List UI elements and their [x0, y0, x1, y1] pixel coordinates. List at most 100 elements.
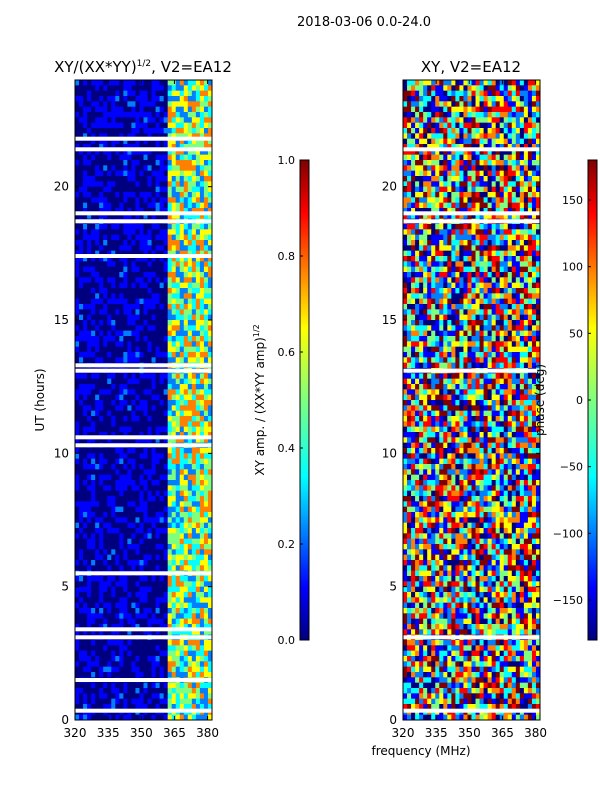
amplitude-heat-cell: [123, 277, 128, 284]
amplitude-heat-cell: [95, 373, 100, 380]
amplitude-heat-cell: [143, 80, 149, 86]
phase-heat-cell: [443, 101, 448, 108]
amplitude-heat-cell: [99, 496, 104, 502]
amplitude-heat-cell: [99, 144, 104, 150]
phase-heat-cell: [403, 181, 408, 188]
amplitude-heat-cell: [135, 85, 140, 92]
amplitude-heat-cell: [199, 309, 205, 316]
amplitude-heat-cell: [127, 384, 132, 390]
phase-heat-cell: [439, 122, 444, 129]
phase-heat-cell: [443, 133, 448, 140]
amplitude-heat-cell: [87, 144, 92, 150]
amplitude-heat-cell: [143, 197, 149, 204]
phase-heat-cell: [411, 192, 416, 198]
amplitude-heat-cell: [75, 170, 80, 177]
phase-heat-cell: [523, 144, 529, 150]
amplitude-heat-cell: [135, 501, 140, 508]
phase-heat-cell: [415, 85, 420, 92]
amplitude-heat-cell: [143, 453, 149, 460]
phase-heat-cell: [503, 96, 509, 102]
amplitude-heat-cell: [163, 490, 169, 497]
amplitude-heat-cell: [199, 432, 205, 438]
amplitude-heat-cell: [167, 224, 173, 230]
amplitude-heat-cell: [207, 277, 212, 284]
amplitude-heat-cell: [95, 618, 100, 625]
amplitude-heat-cell: [167, 192, 173, 198]
amplitude-heat-cell: [131, 101, 136, 108]
phase-heat-cell: [427, 122, 432, 129]
amplitude-heat-cell: [95, 394, 100, 401]
amplitude-heat-cell: [199, 117, 205, 124]
phase-heat-cell: [483, 96, 489, 102]
amplitude-heat-cell: [175, 330, 181, 337]
amplitude-heat-cell: [151, 197, 157, 204]
phase-heat-cell: [427, 101, 432, 108]
phase-heat-cell: [443, 80, 448, 86]
amplitude-heat-cell: [151, 528, 157, 534]
amplitude-heat-cell: [143, 208, 149, 214]
amplitude-heat-cell: [83, 133, 88, 140]
amplitude-heat-cell: [167, 85, 173, 92]
amplitude-heat-cell: [75, 165, 80, 172]
amplitude-heat-cell: [151, 234, 157, 241]
amplitude-heat-cell: [119, 426, 124, 433]
amplitude-heat-cell: [131, 90, 136, 97]
amplitude-heat-cell: [79, 437, 84, 444]
amplitude-heat-cell: [131, 250, 136, 257]
amplitude-heat-cell: [103, 474, 108, 481]
amplitude-heat-cell: [155, 650, 161, 657]
amplitude-xtick-label: 335: [97, 726, 120, 740]
amplitude-heat-cell: [95, 384, 100, 390]
phase-heat-cell: [503, 128, 509, 134]
amplitude-heat-cell: [103, 400, 108, 406]
amplitude-heat-cell: [111, 277, 116, 284]
amplitude-heat-cell: [163, 394, 169, 401]
amplitude-heat-cell: [199, 672, 205, 678]
amplitude-heat-cell: [207, 272, 212, 278]
amplitude-heat-cell: [91, 560, 96, 566]
amplitude-heat-cell: [159, 261, 165, 268]
amplitude-heat-cell: [175, 384, 181, 390]
phase-heat-cell: [423, 117, 428, 124]
phase-heat-cell: [411, 133, 416, 140]
amplitude-heat-cell: [203, 272, 209, 278]
amplitude-heat-cell: [75, 234, 80, 241]
amplitude-heat-cell: [183, 506, 189, 513]
phase-heat-cell: [427, 117, 432, 124]
amplitude-heat-cell: [107, 298, 112, 305]
amplitude-heat-cell: [147, 245, 153, 252]
amplitude-heat-cell: [115, 501, 120, 508]
amplitude-heat-cell: [119, 608, 124, 614]
phase-heat-cell: [411, 160, 416, 166]
phase-heat-cell: [487, 202, 493, 209]
amplitude-heat-cell: [155, 96, 161, 102]
amplitude-heat-cell: [75, 160, 80, 166]
phase-heat-cell: [471, 138, 477, 145]
amplitude-heat-cell: [111, 330, 116, 337]
phase-heat-cell: [471, 208, 477, 214]
phase-heat-cell: [415, 202, 420, 209]
amplitude-heat-cell: [195, 224, 201, 230]
amplitude-heat-cell: [147, 592, 153, 598]
amplitude-heat-cell: [115, 506, 120, 513]
phase-heat-cell: [491, 208, 497, 214]
amplitude-heat-cell: [175, 202, 181, 209]
amplitude-heat-cell: [151, 560, 157, 566]
amplitude-colorbar: 0.00.20.40.60.81.0 XY amp. / (XX*YY amp)…: [252, 154, 310, 647]
amplitude-heat-cell: [103, 650, 108, 657]
amplitude-heat-cell: [107, 181, 112, 188]
amplitude-heat-cell: [171, 533, 177, 540]
amplitude-heat-cell: [107, 160, 112, 166]
phase-heat-cell: [519, 101, 525, 108]
amplitude-heat-cell: [79, 698, 84, 705]
amplitude-heat-cell: [159, 458, 165, 465]
phase-heat-cell: [435, 101, 440, 108]
amplitude-heat-cell: [183, 682, 189, 689]
amplitude-heat-cell: [87, 496, 92, 502]
amplitude-heat-cell: [95, 298, 100, 305]
amplitude-heat-cell: [79, 128, 84, 134]
amplitude-heat-cell: [147, 144, 153, 150]
amplitude-heat-cell: [95, 522, 100, 529]
amplitude-heat-cell: [107, 101, 112, 108]
